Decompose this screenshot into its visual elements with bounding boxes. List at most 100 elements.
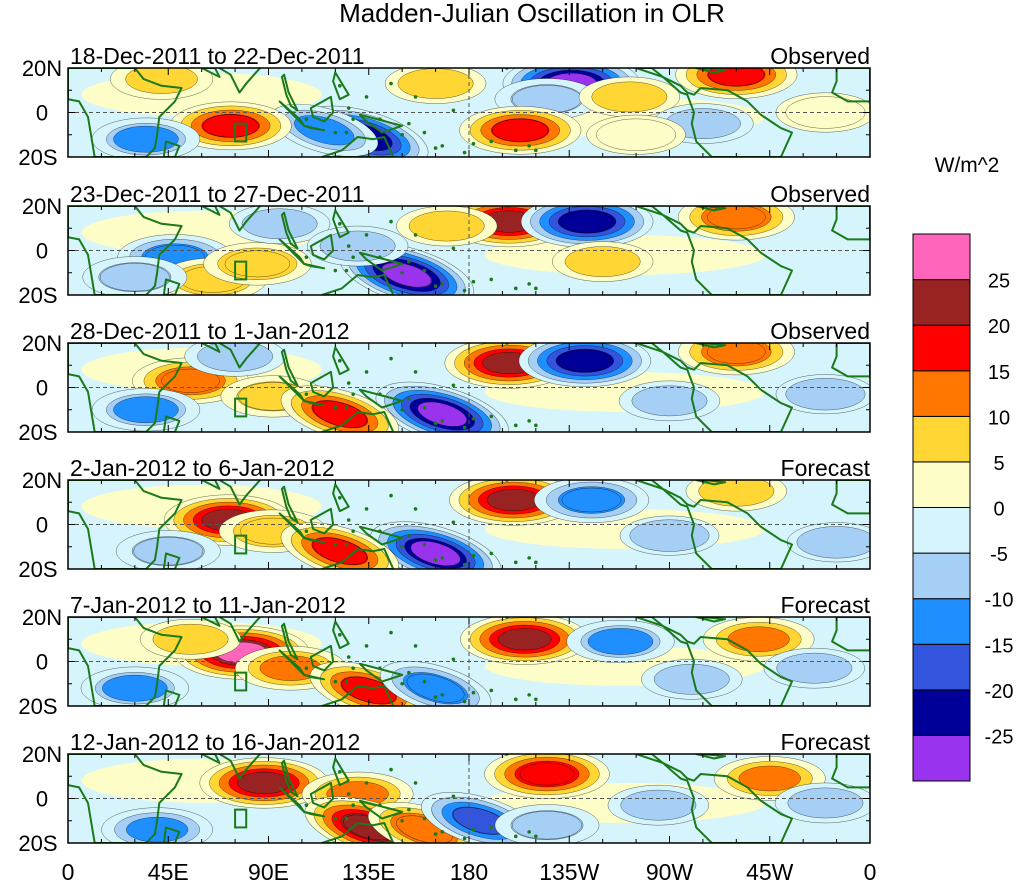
coastline <box>309 95 335 123</box>
colorbar-swatch <box>912 233 971 281</box>
coastline <box>831 68 870 103</box>
coastlines <box>68 617 870 706</box>
island <box>378 255 382 259</box>
panel-date-range: 23-Dec-2011 to 27-Dec-2011 <box>70 181 365 207</box>
anomaly-center <box>459 106 582 155</box>
coastline <box>280 485 299 524</box>
panel-date-range: 12-Jan-2012 to 16-Jan-2012 <box>70 729 360 755</box>
anomaly-center <box>552 241 654 282</box>
island <box>440 282 445 286</box>
island <box>378 803 382 807</box>
colorbar-swatch <box>912 461 971 508</box>
colorbar-swatch <box>912 643 971 691</box>
contour-level <box>512 811 582 840</box>
panel-date-range: 7-Jan-2012 to 11-Jan-2012 <box>70 592 346 618</box>
coastlines <box>68 343 870 432</box>
coastline <box>278 100 306 127</box>
island <box>400 681 404 686</box>
island <box>534 148 538 153</box>
x-tick-label: 0 <box>62 859 75 885</box>
island <box>364 507 369 511</box>
colorbar-level-label: -25 <box>985 726 1014 748</box>
island <box>346 792 351 796</box>
island <box>337 633 342 637</box>
anomaly-center <box>139 619 242 660</box>
island <box>440 693 445 697</box>
x-tick-label: 90E <box>248 859 289 885</box>
anomaly-center <box>115 530 221 569</box>
coastline <box>695 343 727 349</box>
coastline <box>200 480 221 490</box>
island <box>400 818 404 823</box>
island <box>378 529 382 533</box>
colorbar-swatch <box>912 734 971 782</box>
coastline <box>635 68 793 157</box>
anomaly-center <box>702 617 815 662</box>
x-tick-label: 45W <box>746 859 794 885</box>
island <box>513 423 518 428</box>
island <box>534 423 538 428</box>
island <box>413 370 418 374</box>
island <box>346 655 351 659</box>
coastline <box>218 754 262 780</box>
colorbar-units-label: W/m^2 <box>935 154 1000 177</box>
panel-plot-area <box>68 206 870 295</box>
island <box>304 666 309 670</box>
panel-1: 18-Dec-2011 to 22-Dec-2011 Observed 20N 0 20… <box>18 43 871 170</box>
contour-level <box>738 765 801 792</box>
island <box>471 416 476 421</box>
coastline <box>68 480 183 569</box>
coastline <box>332 71 350 101</box>
anomaly-center <box>449 480 579 526</box>
contour-level <box>564 246 641 277</box>
colorbar-level-label: 5 <box>993 453 1004 475</box>
coastline <box>321 685 395 706</box>
anomaly-center <box>763 647 865 689</box>
island <box>407 533 411 538</box>
island <box>351 117 355 121</box>
island <box>346 381 351 385</box>
y-tick-label: 0 <box>36 376 48 401</box>
island <box>413 644 418 648</box>
island <box>337 770 342 774</box>
x-tick-label: 180 <box>450 859 488 885</box>
colorbar-level-label: -20 <box>985 681 1014 703</box>
island <box>433 832 438 836</box>
coastline <box>358 525 404 546</box>
coastline <box>218 617 262 643</box>
island <box>344 268 349 273</box>
anomaly-center <box>618 380 721 422</box>
island <box>304 392 309 396</box>
coastline <box>358 251 404 272</box>
island <box>422 816 427 821</box>
coastline <box>303 673 326 681</box>
coastline <box>200 206 221 216</box>
island <box>407 670 411 675</box>
contour-level <box>629 519 710 552</box>
x-tick-label: 135W <box>539 859 599 885</box>
x-tick-label: 90W <box>646 859 694 885</box>
island <box>400 270 404 275</box>
island <box>333 130 338 135</box>
island <box>344 542 349 547</box>
contour-level <box>561 487 622 513</box>
island <box>489 551 494 556</box>
anomaly-center <box>91 117 201 157</box>
reference-box <box>234 260 248 281</box>
y-tick-label: 20S <box>18 557 57 582</box>
anomaly-center <box>375 381 509 432</box>
island <box>413 781 418 785</box>
island <box>364 233 369 237</box>
y-tick-label: 20S <box>18 283 57 308</box>
coastline <box>68 617 183 706</box>
island <box>527 419 531 423</box>
contour-level <box>341 676 396 704</box>
coastline <box>280 211 299 250</box>
island <box>400 544 404 549</box>
panel-stack: 18-Dec-2011 to 22-Dec-2011 Observed 20N 0 20… <box>18 43 871 856</box>
contour-level <box>492 118 549 142</box>
y-tick-label: 0 <box>36 650 48 675</box>
contour-level <box>727 626 790 652</box>
island <box>407 807 411 812</box>
anomaly-center <box>396 206 498 247</box>
